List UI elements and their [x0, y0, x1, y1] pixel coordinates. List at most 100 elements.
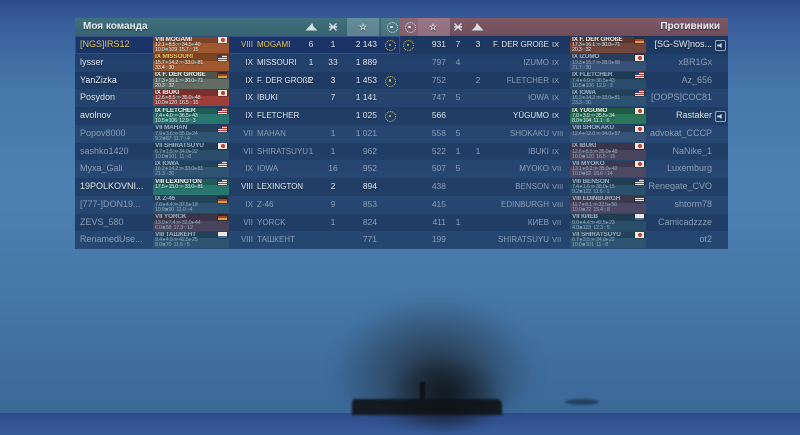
- player-row[interactable]: 797 4 IZUMO IX IX IZUMO 19.3●15.7≫28.0▸66 21.7…: [400, 53, 728, 72]
- stat-value: 34.0: [601, 130, 612, 137]
- stat-separator-icon: ▸: [611, 59, 615, 66]
- ship-card-name: IX IZUMO: [572, 54, 600, 61]
- muted-speaker-icon[interactable]: [715, 36, 728, 54]
- stat-separator-icon: ▸: [191, 42, 195, 49]
- stat-value: 11.6: [593, 189, 603, 196]
- stat-value: 7.4: [168, 219, 176, 226]
- player-row[interactable]: 415 EDINBURGH VIII VIII EDINBURGH 11.7●8.1≫3…: [400, 195, 728, 214]
- player-row[interactable]: Posydon IX IBUKI 12.6●8.5≫35.0▸48 10.0■120 …: [75, 89, 400, 107]
- ship-card-title: VIII MOGAMI: [153, 36, 229, 44]
- ship-card-title: IX IOWA: [570, 89, 646, 97]
- stat-value: 34.5: [181, 42, 192, 49]
- stat-separator-icon: ○: [183, 135, 187, 142]
- ship-card-stats: 17.5●15.0≫33.0▸81: [153, 184, 229, 191]
- stat-value: 7.4: [572, 77, 579, 84]
- player-row[interactable]: 199 SHIRATSUYU VII VII SHIRATSUYU 6.7●3.5≫34…: [400, 231, 728, 249]
- stat-value: 8.5: [168, 95, 176, 102]
- stat-value: 4.4: [165, 201, 173, 208]
- player-row[interactable]: 19POLKOVNI... VIII LEXINGTON 17.5●15.0≫33.…: [75, 178, 400, 196]
- stat-separator-icon: ○: [601, 242, 605, 249]
- player-row[interactable]: 411 1 КИЕВ VII VII КИЕВ 9.0●4.4≫42.5▸23 4.0■12…: [400, 213, 728, 232]
- stat-separator-icon: ▸: [189, 130, 192, 137]
- stat-value: 30: [585, 64, 592, 71]
- xp-value: 931: [431, 39, 446, 49]
- ship-stat-card: IX F. DER GROßE 17.3●16.1≫30.0▸71 20.3○32: [153, 72, 229, 89]
- stat-value: 40: [194, 42, 201, 49]
- ships-destroyed-icon: [470, 22, 484, 33]
- stat-value: 6: [606, 118, 610, 125]
- stat-value: 10.5: [155, 118, 165, 125]
- jp-flag-icon: [635, 232, 644, 239]
- player-row[interactable]: 752 2 FLETCHER IX IX FLETCHER 7.4●4.0≫36.5▸43…: [400, 71, 728, 90]
- xp-value: 1 141: [355, 92, 377, 103]
- player-row[interactable]: 522 1 1 IBUKI IX IX IBUKI 12.6●8.5≫35.0▸48 10.0…: [400, 142, 728, 161]
- stat-value: 9.0: [572, 219, 579, 226]
- stat-separator-icon: ○: [184, 153, 188, 160]
- ship-name: MOGAMI: [257, 40, 291, 49]
- stat-value: 6.7: [155, 148, 162, 155]
- player-row[interactable]: [NGS]IRS12 VIII MOGAMI 12.1●8.5≫34.5▸40 10.…: [75, 36, 400, 54]
- ship-card-title: IX FLETCHER: [570, 72, 646, 79]
- player-row[interactable]: 931 7 3 F. DER GROßE IX IX F. DER GROßE 17.3●1…: [400, 36, 728, 54]
- player-row[interactable]: YanZizka IX F. DER GROßE 17.3●16.1≫30.0▸71…: [75, 71, 400, 90]
- stat-separator-icon: ●: [582, 95, 586, 102]
- stat-value: 33.0: [184, 184, 195, 191]
- stat-value: 21.7: [572, 64, 582, 71]
- us-flag-icon: [218, 161, 227, 168]
- stat-value: 43: [608, 77, 615, 84]
- ship-card-title: VIII BENSON: [570, 178, 646, 186]
- opponents-header: Противники ☆: [400, 18, 728, 36]
- player-name: advokat_CCCP: [649, 127, 712, 138]
- player-row[interactable]: Popov8000 VII MAHAN 7.9●3.6≫35.0▸24 9.2■87 …: [75, 124, 400, 143]
- player-row[interactable]: ZEVS_580 VII YORCK 13.9●7.4≫32.0▸44 6.0■58 …: [75, 213, 400, 232]
- stat-separator-icon: ▸: [606, 77, 609, 84]
- stat-separator-icon: ▸: [194, 166, 198, 173]
- stat-separator-icon: ●: [165, 184, 169, 191]
- stat-value: 12.4: [572, 130, 582, 137]
- stat-value: 8: [188, 153, 191, 160]
- karma-icon: [385, 107, 401, 125]
- stat-value: 12.0: [585, 130, 596, 137]
- stat-separator-icon: ▸: [189, 148, 192, 155]
- stat-separator-icon: ■: [165, 206, 169, 213]
- player-row[interactable]: 558 5 SHOKAKU VIII VIII SHOKAKU 12.4●12.0≫34.…: [400, 124, 728, 143]
- stat-value: 28.0: [601, 59, 612, 66]
- stat-value: 15: [192, 100, 199, 107]
- player-name: Posydon: [80, 92, 116, 103]
- player-row[interactable]: lysser IX MISSOURI 15.7●14.2≫33.0▸81 33.4○3…: [75, 53, 400, 72]
- ship-stat-card: IX IOWA 16.2●14.2≫33.0▸81 23.3○30: [570, 89, 646, 107]
- stat-separator-icon: ●: [581, 201, 585, 208]
- ship-card-stats: 11.7●8.1≫32.5▸56: [570, 201, 646, 208]
- ship-card-stats: 9.0●4.4≫42.5▸23: [570, 219, 646, 226]
- player-row[interactable]: Myxa_Gali IX IOWA 16.2●14.2≫33.0▸81 21.3○30…: [75, 160, 400, 178]
- player-row[interactable]: 438 BENSON VIII VIII BENSON 7.4●1.6≫38.0▸15 9…: [400, 178, 728, 196]
- player-row[interactable]: 747 5 IOWA IX IX IOWA 16.2●14.2≫33.0▸81 23.3○3…: [400, 89, 728, 107]
- stat-value: 6.7: [572, 237, 579, 244]
- player-row[interactable]: 566 YŪGUMO IX IX YUGUMO 7.0●3.9≫35.5▸34 8.0■1…: [400, 107, 728, 125]
- muted-speaker-icon[interactable]: [715, 107, 728, 125]
- stat-separator-icon: ○: [603, 171, 607, 178]
- player-row[interactable]: sashko1420 VII SHIRATSUYU 6.7●1.5≫34.0▸22 1…: [75, 142, 400, 161]
- stat-value: 8.5: [168, 42, 176, 49]
- stat-value: 12.6: [572, 148, 582, 155]
- ship-card-title: IX F. DER GROßE: [153, 72, 229, 79]
- player-row[interactable]: avolnov IX FLETCHER 7.4●4.0≫36.5▸43 10.5■10…: [75, 107, 400, 125]
- stat-value: 14.2: [585, 95, 596, 102]
- planes-value: 5: [455, 127, 461, 138]
- stat-value: 1.5: [165, 148, 173, 155]
- stat-value: 7.9: [155, 130, 162, 137]
- ship-card-stats: 6.7●1.5≫34.0▸22: [153, 148, 229, 155]
- player-row[interactable]: 507 5 MYOKO VII VII MYOKO 13.1●8.2≫35.0▸42 10.…: [400, 160, 728, 178]
- ship-card-name: VII MYOKO: [572, 160, 605, 167]
- stat-separator-icon: ●: [162, 148, 166, 155]
- stat-value: 123: [582, 224, 592, 231]
- stat-value: 109: [168, 47, 178, 54]
- player-row[interactable]: [777-]DON19... IX Z-46 7.6●4.4≫37.5▸18 10.0…: [75, 195, 400, 214]
- stat-separator-icon: ≫: [590, 237, 596, 244]
- stat-separator-icon: ≫: [175, 42, 182, 49]
- karma-laurel: [385, 111, 396, 122]
- ship-card-stats: 20.3○32: [153, 83, 229, 89]
- xp-value: 558: [431, 127, 446, 138]
- planes-value: [450, 231, 466, 249]
- player-row[interactable]: RenamedUse... VIII ТАШКЕНТ 9.4●4.9≫42.5▸25…: [75, 231, 400, 249]
